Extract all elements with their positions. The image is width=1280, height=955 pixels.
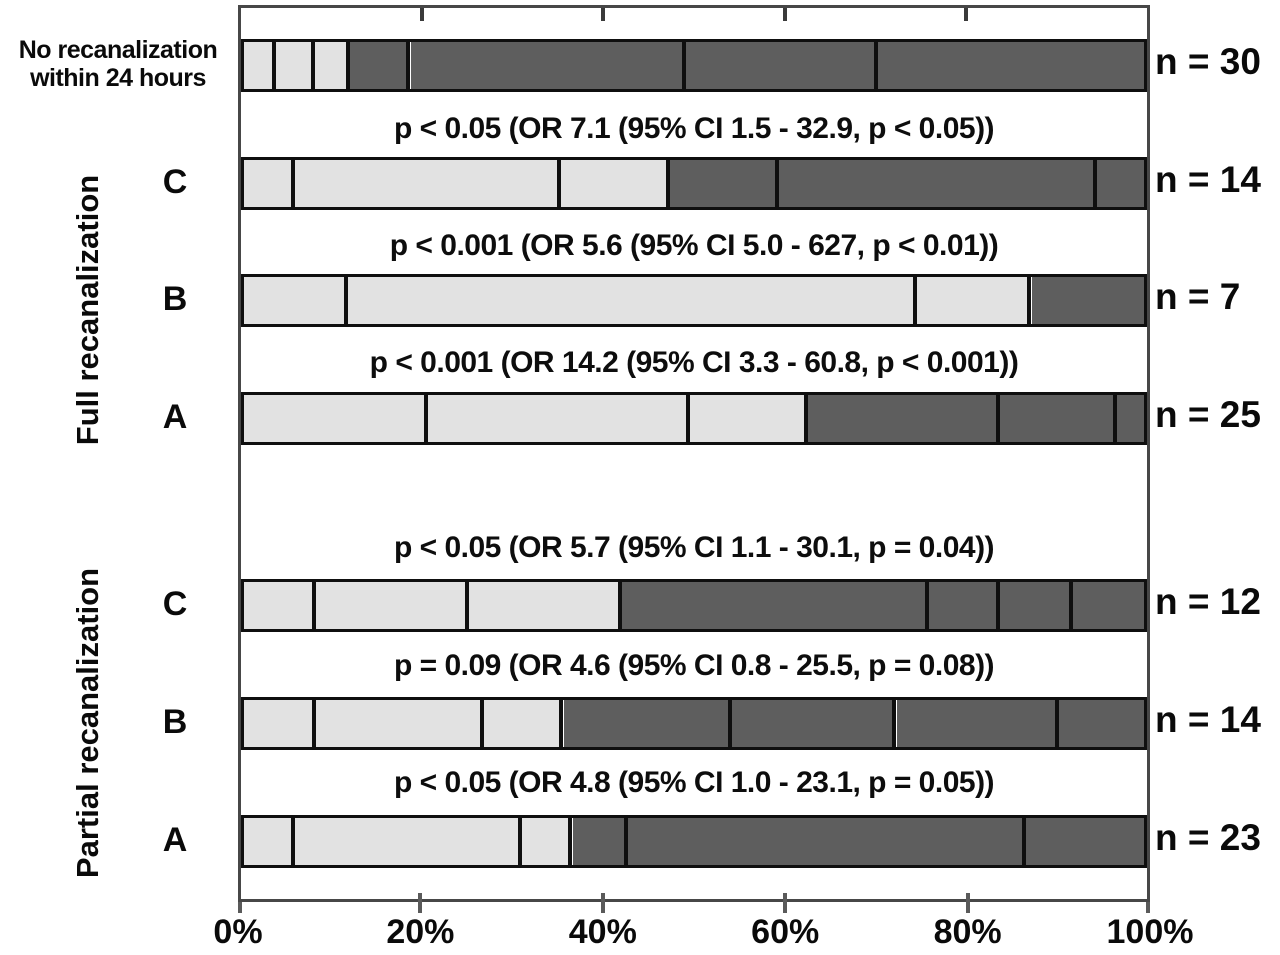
row-letter-label: B	[162, 703, 188, 741]
bar-segment	[469, 582, 622, 629]
bar-segment	[685, 42, 878, 89]
bar-segment	[244, 42, 276, 89]
x-axis-tick-label: 40%	[568, 913, 637, 951]
x-axis-tick	[1146, 902, 1150, 913]
x-axis-tick	[418, 893, 423, 913]
ylabel-full-recanalization: Full recanalization	[70, 174, 105, 446]
row-letter-label: A	[162, 398, 188, 436]
plot-area: p < 0.05 (OR 7.1 (95% CI 1.5 - 32.9, p <…	[238, 5, 1150, 902]
bar-row-4	[241, 579, 1147, 632]
bar-segment	[572, 818, 629, 865]
pvalue-annotation: p < 0.05 (OR 7.1 (95% CI 1.5 - 32.9, p <…	[393, 112, 995, 145]
x-axis-tick-label: 80%	[933, 913, 1002, 951]
bar-segment	[295, 160, 561, 207]
bar-segment	[522, 818, 573, 865]
bar-segment	[244, 277, 349, 324]
bar-segment	[350, 42, 411, 89]
bar-row-5	[241, 697, 1147, 750]
bar-segment	[628, 818, 1027, 865]
bar-segment	[1000, 395, 1117, 442]
pvalue-annotation: p < 0.001 (OR 14.2 (95% CI 3.3 - 60.8, p…	[369, 346, 1019, 379]
no-recanalization-label-line1: No recanalization	[18, 36, 218, 64]
bar-segment	[244, 395, 428, 442]
x-axis-tick	[238, 902, 242, 913]
bar-segment	[295, 818, 523, 865]
bar-segment	[1058, 700, 1144, 747]
bar-segment	[1031, 277, 1144, 324]
x-axis-tick-label: 100%	[1106, 913, 1194, 951]
bar-segment	[877, 42, 1144, 89]
bar-segment	[348, 277, 918, 324]
bar-segment	[275, 42, 316, 89]
bar-segment	[808, 395, 1000, 442]
bar-segment	[928, 582, 1000, 629]
bar-segment	[484, 700, 564, 747]
bar-segment	[1000, 582, 1073, 629]
row-letter-label: A	[162, 821, 188, 859]
bar-row-0	[241, 39, 1147, 92]
bar-row-6	[241, 815, 1147, 868]
top-axis-tick	[420, 8, 425, 21]
bar-row-3	[241, 392, 1147, 445]
bar-segment	[316, 582, 469, 629]
x-axis-tick-label: 0%	[213, 913, 263, 951]
bar-segment	[560, 160, 670, 207]
bar-segment	[669, 160, 779, 207]
x-axis-tick	[600, 893, 605, 913]
bar-segment	[315, 42, 351, 89]
bar-segment	[563, 700, 732, 747]
n-count-label: n = 14	[1155, 699, 1261, 740]
n-count-label: n = 7	[1155, 276, 1241, 317]
bar-segment	[1117, 395, 1144, 442]
n-count-label: n = 25	[1155, 394, 1261, 435]
bar-segment	[244, 818, 296, 865]
bar-segment	[316, 700, 485, 747]
n-count-label: n = 12	[1155, 581, 1261, 622]
bar-segment	[622, 582, 929, 629]
n-count-label: n = 30	[1155, 41, 1261, 82]
no-recanalization-label: No recanalization within 24 hours	[0, 36, 236, 92]
bar-segment	[917, 277, 1032, 324]
n-count-label: n = 14	[1155, 159, 1261, 200]
top-axis-tick	[963, 8, 968, 21]
top-axis-tick	[601, 8, 606, 21]
bar-segment	[244, 700, 316, 747]
no-recanalization-label-line2: within 24 hours	[30, 64, 206, 92]
bar-segment	[427, 395, 691, 442]
pvalue-annotation: p < 0.001 (OR 5.6 (95% CI 5.0 - 627, p <…	[389, 229, 999, 262]
bar-segment	[731, 700, 897, 747]
x-axis-tick	[965, 893, 970, 913]
row-letter-label: C	[162, 163, 188, 201]
x-axis-tick	[783, 893, 788, 913]
bar-segment	[410, 42, 686, 89]
top-axis-tick	[782, 8, 787, 21]
pvalue-annotation: p = 0.09 (OR 4.6 (95% CI 0.8 - 25.5, p =…	[393, 649, 995, 682]
bar-segment	[690, 395, 809, 442]
bar-segment	[778, 160, 1098, 207]
bar-row-1	[241, 157, 1147, 210]
bar-segment	[896, 700, 1059, 747]
bar-segment	[1026, 818, 1144, 865]
n-count-label: n = 23	[1155, 817, 1261, 858]
bar-row-2	[241, 274, 1147, 327]
row-letter-label: B	[162, 280, 188, 318]
pvalue-annotation: p < 0.05 (OR 5.7 (95% CI 1.1 - 30.1, p =…	[393, 531, 995, 564]
pvalue-annotation: p < 0.05 (OR 4.8 (95% CI 1.0 - 23.1, p =…	[393, 766, 995, 799]
bar-segment	[244, 160, 296, 207]
bar-segment	[1097, 160, 1144, 207]
x-axis-tick-label: 60%	[751, 913, 820, 951]
row-letter-label: C	[162, 585, 188, 623]
x-axis-tick-label: 20%	[386, 913, 455, 951]
ylabel-partial-recanalization: Partial recanalization	[70, 567, 105, 879]
bar-segment	[244, 582, 316, 629]
bar-segment	[1072, 582, 1144, 629]
